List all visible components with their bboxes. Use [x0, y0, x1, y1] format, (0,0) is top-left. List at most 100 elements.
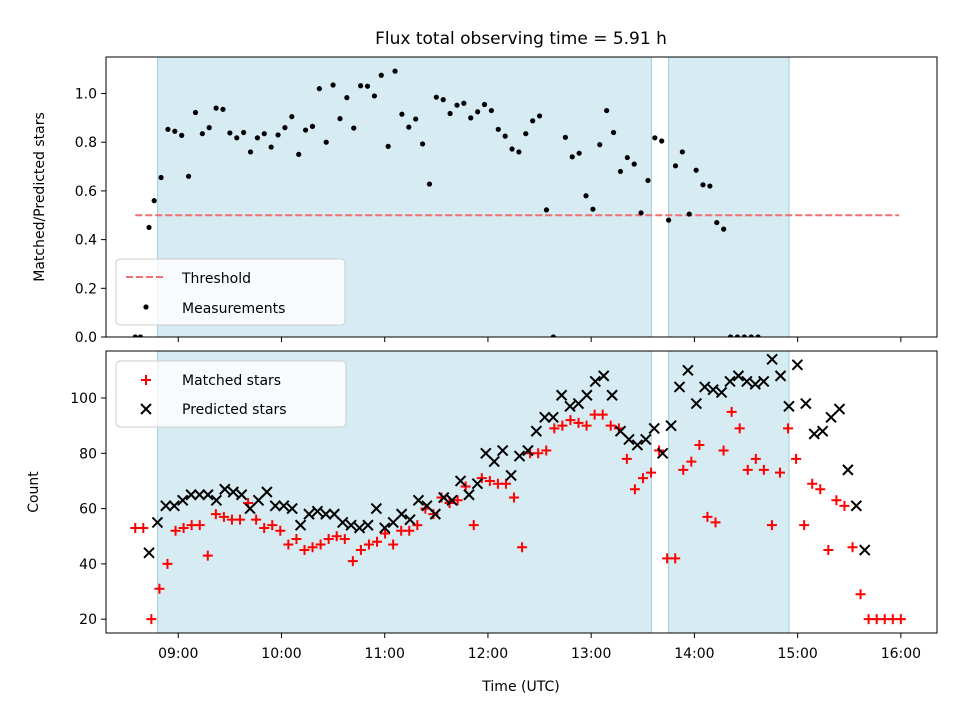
- measurement-point: [213, 105, 219, 111]
- matched-star-marker: [573, 417, 584, 428]
- measurement-point: [172, 128, 178, 134]
- matched-star-marker: [363, 539, 374, 550]
- predicted-star-marker: [185, 489, 197, 501]
- y-tick-label: 0.6: [75, 184, 97, 200]
- measurement-point: [426, 181, 433, 187]
- measurement-point: [296, 151, 302, 157]
- measurement-point: [509, 146, 515, 152]
- measurement-point: [748, 334, 754, 337]
- predicted-star-marker: [404, 513, 416, 526]
- measurement-point: [433, 94, 439, 100]
- measurement-point: [516, 149, 522, 155]
- matched-star-marker: [533, 448, 544, 459]
- measurement-point: [550, 334, 556, 337]
- measurements-legend-swatch: [143, 304, 149, 310]
- matched-star-marker: [404, 525, 415, 536]
- predicted-star-marker: [825, 411, 837, 424]
- measurement-point: [282, 125, 288, 131]
- predicted-star-marker: [783, 400, 795, 413]
- matched-star-marker: [517, 542, 528, 553]
- predicted-star-marker: [572, 397, 585, 410]
- matched-star-marker: [178, 522, 189, 533]
- predicted-star-marker: [699, 381, 711, 393]
- measurement-point: [727, 334, 734, 337]
- matched-star-marker: [541, 445, 552, 456]
- predicted-star-marker: [151, 516, 164, 529]
- predicted-star-marker: [429, 508, 442, 520]
- top-legend: Threshold Measurements: [115, 258, 346, 326]
- measurement-point: [316, 86, 322, 92]
- measurement-point: [330, 82, 336, 88]
- measurement-point: [454, 102, 460, 108]
- predicted-star-marker: [480, 447, 492, 460]
- predicted-star-marker: [690, 397, 703, 410]
- matched-star-marker: [283, 539, 294, 550]
- matched-star-marker: [694, 440, 705, 450]
- matched-star-marker: [388, 539, 399, 550]
- predicted-star-marker: [278, 500, 290, 512]
- y-tick-label: 20: [79, 612, 97, 628]
- measurement-point: [399, 111, 405, 117]
- measurement-point: [562, 134, 568, 140]
- predicted-star-marker: [606, 389, 618, 401]
- measurement-point: [275, 132, 281, 138]
- predicted-star-marker: [471, 477, 484, 490]
- predicted-star-marker: [311, 505, 324, 518]
- matched-star-marker: [815, 484, 826, 495]
- predicted-star-marker: [261, 486, 273, 498]
- predicted-star-marker: [614, 425, 627, 437]
- measurement-point: [351, 125, 357, 131]
- matched-star-marker: [710, 517, 721, 528]
- measurement-point: [666, 217, 672, 223]
- measurement-point: [672, 163, 679, 169]
- bottom-legend: Matched stars Predicted stars: [115, 360, 347, 428]
- matched-star-marker: [629, 484, 640, 495]
- measurement-point: [576, 150, 582, 156]
- matched-star-marker: [670, 553, 681, 564]
- predicted-star-marker: [370, 502, 383, 515]
- matched-star-marker: [251, 514, 262, 525]
- matched-star-marker: [742, 464, 753, 475]
- predicted-star-marker: [387, 516, 399, 529]
- predicted-star-marker: [202, 489, 214, 501]
- measurement-point: [624, 154, 630, 161]
- matched-star-marker: [750, 453, 761, 464]
- measurement-point: [137, 334, 144, 337]
- predicted-star-marker: [589, 375, 601, 388]
- predicted-star-marker: [640, 433, 652, 446]
- matched-star-marker: [783, 423, 794, 434]
- measurement-point: [755, 334, 761, 337]
- predicted-star-marker: [362, 519, 374, 531]
- measurement-point: [583, 193, 589, 199]
- y-tick-label: 0.2: [75, 281, 97, 297]
- predicted-star-marker: [656, 447, 669, 460]
- x-tick-label: 12:00: [468, 646, 508, 662]
- matched-star-marker: [307, 542, 318, 553]
- predicted-star-marker: [496, 444, 509, 457]
- measurement-point: [344, 95, 350, 101]
- matched-star-marker: [791, 453, 802, 464]
- matched-star-marker: [146, 614, 157, 625]
- measurement-point: [686, 211, 692, 217]
- y-tick-label: 0.8: [75, 135, 97, 151]
- x-tick-label: 14:00: [674, 646, 714, 662]
- matched-star-marker: [766, 520, 777, 531]
- matched-star-marker: [138, 522, 149, 533]
- y-tick-label: 60: [79, 502, 97, 518]
- predicted-star-marker: [522, 444, 534, 457]
- predicted-star-marker: [715, 386, 728, 399]
- predicted-star-marker: [379, 522, 391, 534]
- predicted-star-marker: [210, 494, 223, 507]
- matched-legend-label: Matched stars: [182, 373, 281, 389]
- measurement-point: [419, 141, 426, 147]
- matched-star-marker: [275, 525, 286, 536]
- matched-star-marker: [372, 536, 383, 547]
- predicted-star-marker: [286, 502, 298, 515]
- matched-star-marker: [267, 520, 278, 531]
- predicted-star-marker: [395, 508, 408, 520]
- measurement-point: [406, 124, 412, 130]
- measurement-point: [378, 72, 384, 78]
- predicted-star-marker: [320, 508, 332, 520]
- axes-frame: [105, 350, 938, 634]
